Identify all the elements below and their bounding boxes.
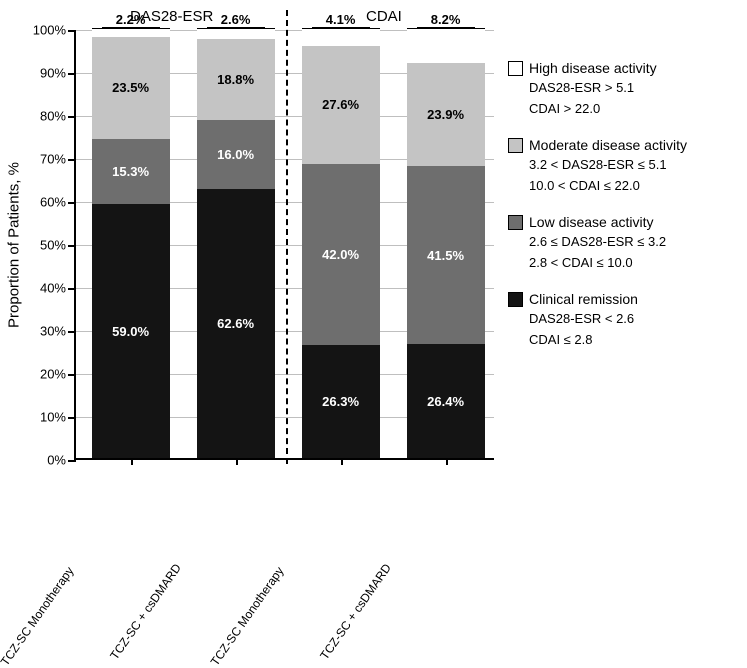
segment-value-label: 26.3% [322,394,359,409]
y-tick-label: 20% [40,367,66,382]
bar-top-label: 2.2% [92,12,170,27]
x-tick [236,458,238,465]
bar-top-label: 2.6% [197,12,275,27]
y-tick-label: 70% [40,152,66,167]
segment-value-label: 16.0% [217,147,254,162]
y-tick [68,374,76,376]
bar: 26.3% 42.0% 27.6% [302,28,380,458]
y-tick-label: 50% [40,238,66,253]
legend-subtext: 3.2 < DAS28-ESR ≤ 5.1 [529,156,738,174]
bar-segment-remission: 62.6% [197,189,275,458]
x-tick-label: TCZ-SC Monotherapy [0,564,77,668]
bar-segment-moderate: 18.8% [197,39,275,120]
bar-segment-moderate: 27.6% [302,46,380,165]
group-divider [286,10,288,464]
y-axis-title: Proportion of Patients, % [6,162,23,328]
bar-segment-remission: 59.0% [92,204,170,458]
bar-segment-remission: 26.4% [407,344,485,458]
y-tick [68,417,76,419]
y-tick [68,460,76,462]
legend-subtext: DAS28-ESR > 5.1 [529,79,738,97]
legend-swatch [508,292,523,307]
legend-subtext: DAS28-ESR < 2.6 [529,310,738,328]
segment-value-label: 41.5% [427,248,464,263]
bar-segment-remission: 26.3% [302,345,380,458]
y-tick [68,245,76,247]
bar-segment-high [302,28,380,46]
legend-subtext: CDAI > 22.0 [529,100,738,118]
legend: High disease activity DAS28-ESR > 5.1 CDAI… [508,60,738,368]
bar-segment-high [407,28,485,63]
legend-title: Clinical remission [529,291,638,307]
bar-segment-high [197,28,275,39]
legend-subtext: CDAI ≤ 2.8 [529,331,738,349]
legend-swatch [508,61,523,76]
bar-segment-moderate: 23.9% [407,63,485,166]
y-tick-label: 80% [40,109,66,124]
legend-item-high: High disease activity DAS28-ESR > 5.1 CDAI… [508,60,738,117]
y-tick [68,288,76,290]
bar-segment-low: 42.0% [302,164,380,345]
bar-top-label: 8.2% [407,12,485,27]
segment-value-label: 26.4% [427,394,464,409]
legend-item-low: Low disease activity 2.6 ≤ DAS28-ESR ≤ 3.… [508,214,738,271]
y-tick [68,202,76,204]
segment-value-label: 18.8% [217,72,254,87]
x-tick [131,458,133,465]
x-tick-label: TCZ-SC + csDMARD [317,561,394,662]
legend-subtext: 2.8 < CDAI ≤ 10.0 [529,254,738,272]
y-tick [68,116,76,118]
y-tick [68,331,76,333]
legend-title: Low disease activity [529,214,654,230]
legend-swatch [508,138,523,153]
y-tick-label: 0% [47,453,66,468]
y-tick [68,73,76,75]
y-tick-label: 100% [33,23,66,38]
segment-value-label: 42.0% [322,247,359,262]
legend-title: High disease activity [529,60,657,76]
legend-subtext: 10.0 < CDAI ≤ 22.0 [529,177,738,195]
segment-value-label: 27.6% [322,97,359,112]
y-tick-label: 10% [40,410,66,425]
y-tick-label: 90% [40,66,66,81]
segment-value-label: 59.0% [112,324,149,339]
x-tick-label: TCZ-SC Monotherapy [208,564,287,668]
bar-segment-low: 41.5% [407,166,485,344]
segment-value-label: 62.6% [217,316,254,331]
x-tick [446,458,448,465]
y-tick-label: 60% [40,195,66,210]
bar: 26.4% 41.5% 23.9% [407,28,485,458]
chart-plot-area: 0%10%20%30%40%50%60%70%80%90%100%2.2%59.… [74,30,494,460]
y-tick [68,30,76,32]
segment-value-label: 23.9% [427,107,464,122]
y-tick [68,159,76,161]
bar-segment-moderate: 23.5% [92,37,170,138]
segment-value-label: 15.3% [112,164,149,179]
bar-top-label: 4.1% [302,12,380,27]
legend-item-remission: Clinical remission DAS28-ESR < 2.6 CDAI ≤ … [508,291,738,348]
bar-segment-low: 16.0% [197,120,275,189]
legend-title: Moderate disease activity [529,137,687,153]
bar: 62.6% 16.0% 18.8% [197,28,275,458]
legend-item-moderate: Moderate disease activity 3.2 < DAS28-ESR… [508,137,738,194]
y-tick-label: 30% [40,324,66,339]
legend-swatch [508,215,523,230]
x-tick [341,458,343,465]
y-tick-label: 40% [40,281,66,296]
segment-value-label: 23.5% [112,80,149,95]
bar-segment-high [92,28,170,37]
legend-subtext: 2.6 ≤ DAS28-ESR ≤ 3.2 [529,233,738,251]
x-tick-label: TCZ-SC + csDMARD [107,561,184,662]
bar-segment-low: 15.3% [92,139,170,205]
bar: 59.0% 15.3% 23.5% [92,28,170,458]
